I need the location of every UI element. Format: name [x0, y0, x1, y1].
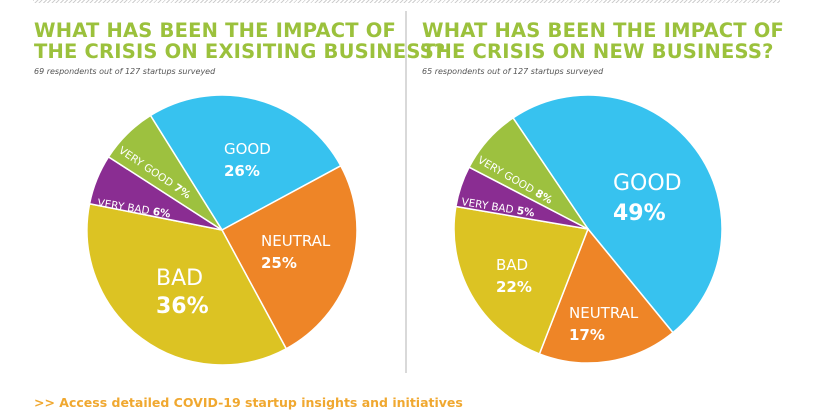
- pie-left-slice-bad: [86, 202, 288, 366]
- slice-percent: 49%: [613, 201, 666, 226]
- column-divider: [405, 11, 407, 373]
- chart-left-title-line2: THE CRISIS ON EXISITING BUSINESS?: [34, 40, 446, 63]
- chart-right-title: WHAT HAS BEEN THE IMPACT OF THE CRISIS O…: [422, 20, 784, 62]
- pie-right-label-neutral: NEUTRAL 17%: [569, 304, 639, 344]
- slice-percent: 17%: [569, 326, 605, 344]
- chart-right-subtitle: 65 respondents out of 127 startups surve…: [422, 67, 604, 76]
- pie-left-label-bad: BAD 36%: [156, 266, 209, 319]
- chart-right-title-line1: WHAT HAS BEEN THE IMPACT OF: [422, 19, 785, 42]
- pie-right-slice-good: [512, 94, 723, 334]
- top-hatched-border: [33, 0, 780, 3]
- slice-name: GOOD: [224, 140, 271, 158]
- slice-percent: 6%: [152, 206, 172, 221]
- chart-left-title-line1: WHAT HAS BEEN THE IMPACT OF: [34, 19, 397, 42]
- pie-left-label-neutral: NEUTRAL 25%: [261, 232, 331, 272]
- pie-right-slice-very-good: [468, 116, 589, 230]
- chart-left-title: WHAT HAS BEEN THE IMPACT OF THE CRISIS O…: [34, 20, 445, 62]
- pie-left-label-good: GOOD 26%: [224, 140, 271, 180]
- pie-right-label-good: GOOD 49%: [613, 171, 682, 226]
- chart-right-title-line2: THE CRISIS ON NEW BUSINESS?: [422, 40, 774, 63]
- slice-name: BAD: [156, 266, 203, 291]
- pie-left-slice-neutral: [220, 164, 358, 350]
- covid-insights-link[interactable]: >> Access detailed COVID-19 startup insi…: [34, 395, 463, 410]
- slice-percent: 22%: [496, 278, 532, 296]
- slice-name: NEUTRAL: [261, 232, 331, 250]
- slice-percent: 25%: [261, 254, 297, 272]
- pie-right-label-bad: BAD 22%: [496, 256, 532, 296]
- pie-left-slice-very-good: [107, 114, 223, 231]
- slice-name: NEUTRAL: [569, 304, 639, 322]
- pie-left-slice-good: [149, 94, 342, 231]
- pie-right-slice-neutral: [538, 227, 675, 364]
- pie-right-slice-bad: [453, 205, 590, 355]
- slice-name: BAD: [496, 256, 528, 274]
- slice-name: GOOD: [613, 171, 682, 196]
- slice-percent: 5%: [516, 205, 536, 220]
- chart-left-subtitle: 69 respondents out of 127 startups surve…: [34, 67, 216, 76]
- slice-percent: 26%: [224, 162, 260, 180]
- slice-percent: 36%: [156, 294, 209, 319]
